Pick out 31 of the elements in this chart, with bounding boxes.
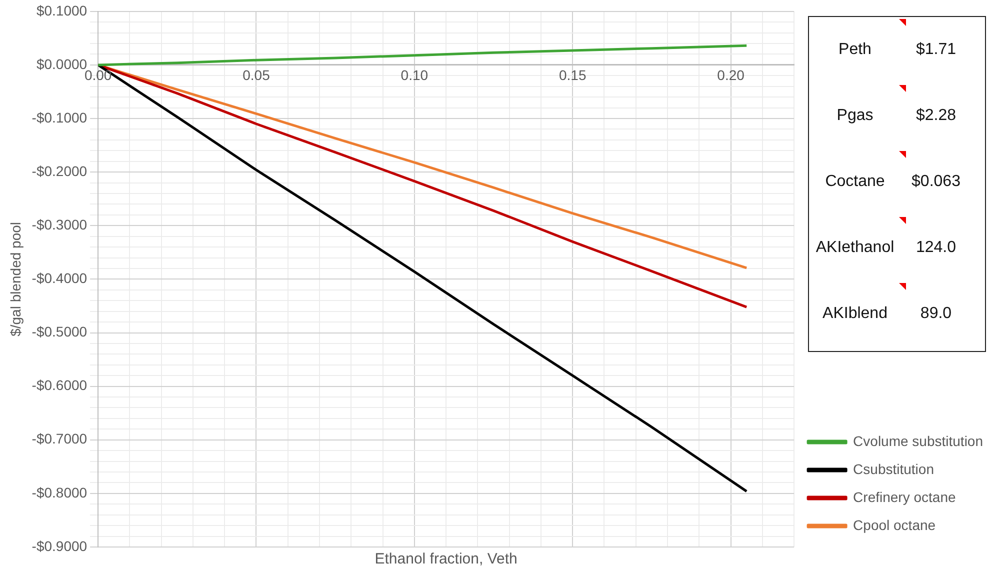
y-tick-label: -$0.8000: [32, 484, 88, 500]
text: 89.0: [919, 305, 953, 323]
y-tick-label: -$0.6000: [32, 377, 88, 394]
text: $0.063: [910, 173, 962, 191]
legend-label: Csubstitution: [853, 460, 934, 477]
y-tick-label: $0.0000: [36, 56, 88, 72]
legend-label: Cvolume substitution: [853, 432, 983, 449]
text: $2.28: [914, 107, 958, 125]
y-tick-label: -$0.9000: [32, 538, 88, 554]
y-tick-label: -$0.4000: [32, 270, 88, 286]
x-tick-label: 0.05: [242, 67, 270, 84]
y-tick-label: -$0.3000: [32, 216, 88, 232]
text: 124.0: [914, 239, 958, 257]
y-tick-label: $0.1000: [36, 2, 88, 18]
y-tick-label: -$0.7000: [32, 430, 88, 447]
legend-label: Cpool octane: [853, 516, 936, 533]
legend-label: Crefinery octane: [853, 488, 956, 505]
y-axis-title: $/gal blended pool: [7, 222, 24, 336]
text: AKIethanol: [814, 239, 896, 257]
text: Pgas: [836, 107, 874, 125]
text: Peth: [838, 41, 872, 59]
x-tick-label: 0.20: [717, 67, 745, 84]
x-tick-label: 0.15: [558, 67, 586, 84]
text: Coctane: [824, 173, 886, 191]
y-tick-label: -$0.1000: [32, 109, 88, 126]
x-axis-title: Ethanol fraction, Veth: [374, 550, 518, 568]
text: AKIblend: [822, 305, 888, 323]
text: $1.71: [914, 41, 958, 59]
y-tick-label: -$0.5000: [32, 324, 88, 340]
x-tick-label: 0.10: [400, 67, 428, 84]
y-tick-label: -$0.2000: [32, 162, 88, 179]
